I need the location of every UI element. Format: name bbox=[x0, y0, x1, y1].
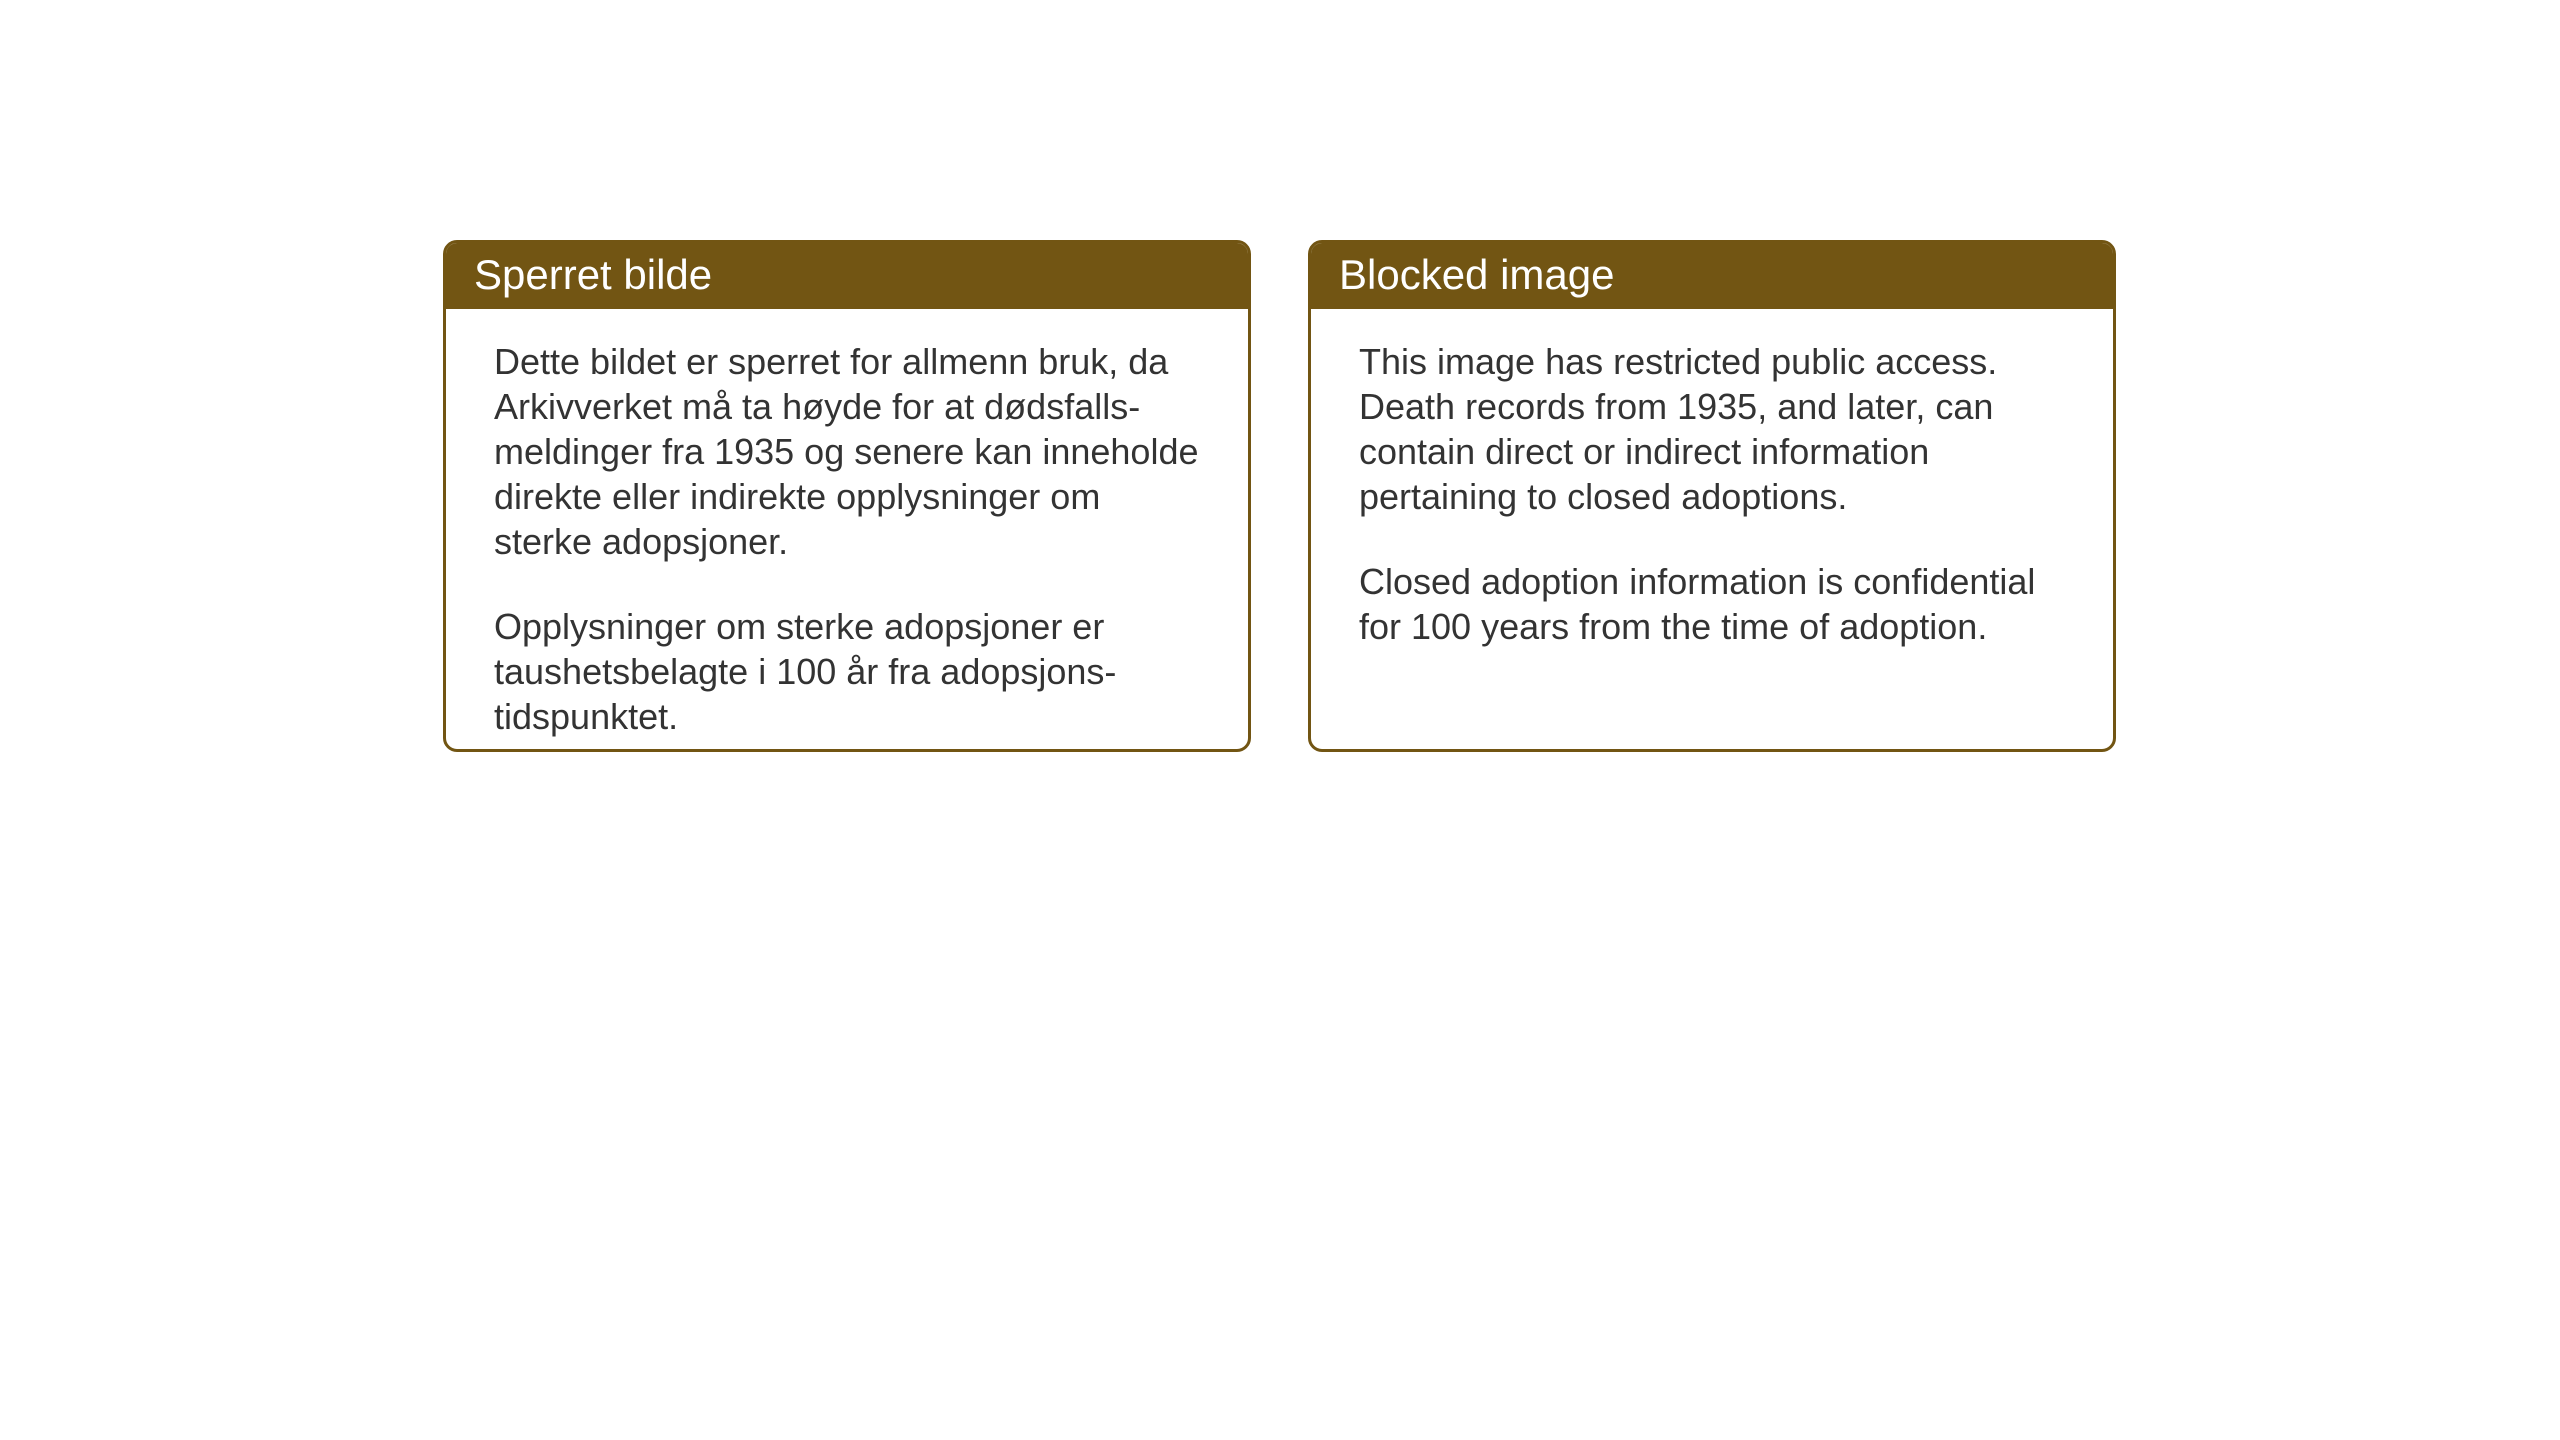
card-body-english: This image has restricted public access.… bbox=[1311, 309, 2113, 691]
notice-container: Sperret bilde Dette bildet er sperret fo… bbox=[443, 240, 2116, 752]
notice-card-english: Blocked image This image has restricted … bbox=[1308, 240, 2116, 752]
card-header-english: Blocked image bbox=[1311, 243, 2113, 309]
body-paragraph: This image has restricted public access.… bbox=[1359, 339, 2071, 519]
body-paragraph: Opplysninger om sterke adopsjoner er tau… bbox=[494, 604, 1206, 739]
card-body-norwegian: Dette bildet er sperret for allmenn bruk… bbox=[446, 309, 1248, 752]
body-paragraph: Dette bildet er sperret for allmenn bruk… bbox=[494, 339, 1206, 564]
card-header-norwegian: Sperret bilde bbox=[446, 243, 1248, 309]
notice-card-norwegian: Sperret bilde Dette bildet er sperret fo… bbox=[443, 240, 1251, 752]
body-paragraph: Closed adoption information is confident… bbox=[1359, 559, 2071, 649]
